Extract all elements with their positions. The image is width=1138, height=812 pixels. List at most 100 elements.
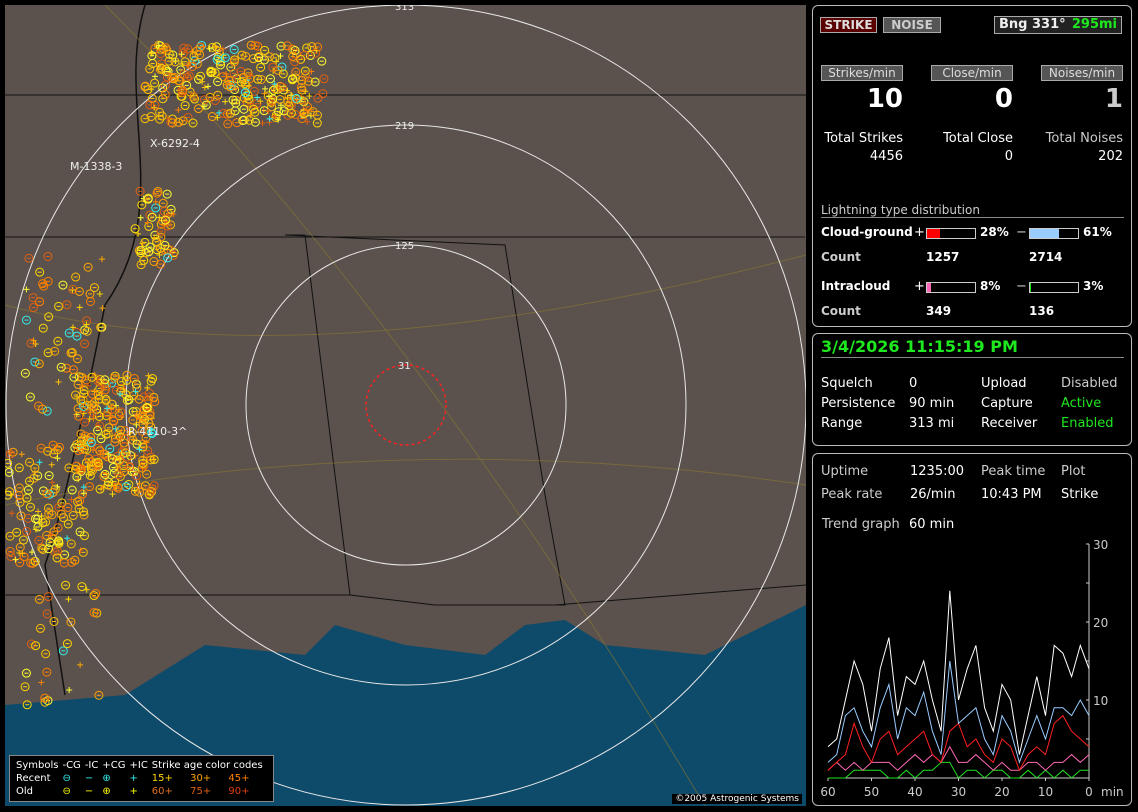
strike-marker — [318, 89, 328, 99]
plot-value[interactable]: Strike — [1061, 487, 1099, 502]
strike-marker — [77, 547, 84, 554]
strike-marker — [153, 186, 163, 196]
strike-marker — [58, 280, 68, 290]
strikes-per-min-button[interactable]: Strikes/min — [821, 65, 903, 81]
strike-marker — [175, 106, 182, 113]
strike-marker — [119, 461, 129, 471]
strike-marker — [229, 68, 239, 78]
strike-marker — [28, 303, 38, 313]
strike-marker — [54, 536, 64, 546]
strike-marker — [78, 507, 88, 517]
strike-marker — [264, 52, 274, 62]
strike-marker — [223, 81, 230, 88]
strike-marker — [24, 476, 34, 486]
strike-marker — [36, 443, 46, 453]
strike-marker — [290, 110, 300, 120]
strike-marker — [265, 74, 275, 84]
strike-marker — [75, 527, 85, 537]
ic-label: Intracloud — [821, 279, 891, 293]
strike-marker — [63, 519, 73, 529]
strike-marker — [30, 357, 40, 367]
strike-marker — [35, 508, 42, 515]
strike-marker — [174, 76, 184, 86]
strike-marker — [273, 65, 283, 75]
strike-marker — [205, 83, 212, 90]
strike-marker — [145, 210, 155, 220]
strike-marker — [8, 447, 18, 457]
strike-marker — [68, 365, 78, 375]
strike-marker — [147, 429, 157, 439]
strike-marker — [152, 198, 159, 205]
strike-marker — [127, 428, 134, 435]
x-axis-label: min — [1101, 785, 1124, 799]
strike-marker — [87, 372, 97, 382]
strike-marker — [172, 57, 179, 64]
strike-marker — [95, 377, 105, 387]
strike-marker — [167, 118, 177, 128]
legend-row-label: Old — [16, 786, 33, 797]
x-tick-label: 60 — [820, 785, 835, 799]
strike-marker — [147, 93, 157, 103]
status-key: Upload — [981, 376, 1027, 391]
strike-marker — [274, 107, 284, 117]
strike-button[interactable]: STRIKE — [820, 17, 877, 33]
strike-marker — [5, 546, 15, 556]
strike-marker — [69, 324, 76, 331]
strike-marker — [284, 101, 294, 111]
storm-label[interactable]: X-6292-4 — [150, 137, 200, 150]
strike-marker — [31, 514, 41, 524]
strike-marker — [48, 461, 55, 468]
strike-marker — [276, 41, 286, 51]
strike-marker — [111, 385, 121, 395]
strike-marker — [145, 487, 155, 497]
strike-marker — [76, 436, 86, 446]
x-tick-label: 10 — [1038, 785, 1053, 799]
close-per-min-button[interactable]: Close/min — [931, 65, 1013, 81]
noise-button[interactable]: NOISE — [883, 17, 941, 33]
strike-marker — [34, 359, 44, 369]
strike-marker — [71, 272, 81, 282]
strike-marker — [134, 394, 144, 404]
strike-marker — [80, 484, 87, 491]
strike-marker — [137, 214, 144, 221]
strike-marker — [178, 48, 188, 58]
strike-marker — [50, 346, 60, 356]
strike-marker — [61, 363, 71, 373]
strike-marker — [150, 230, 160, 240]
strike-marker — [268, 94, 278, 104]
storm-label[interactable]: R-4110-3^ — [128, 425, 188, 438]
minus-icon: − — [84, 773, 94, 784]
legend-header: +IC — [129, 760, 148, 771]
strike-marker — [142, 469, 152, 479]
strike-marker — [66, 539, 76, 549]
strike-marker — [225, 108, 235, 118]
copyright: ©2005 Astrogenic Systems — [672, 794, 802, 804]
noises-per-min-button[interactable]: Noises/min — [1041, 65, 1123, 81]
strike-marker — [100, 375, 110, 385]
storm-label[interactable]: M-1338-3 — [70, 160, 123, 173]
strike-marker — [236, 77, 246, 87]
strike-marker — [182, 80, 192, 90]
strike-marker — [45, 538, 55, 548]
strike-marker — [130, 436, 137, 443]
strike-marker — [38, 513, 45, 520]
strike-marker — [14, 463, 24, 473]
strike-marker — [120, 386, 127, 393]
strike-marker — [250, 107, 260, 117]
strike-marker — [55, 442, 65, 452]
strike-marker — [160, 80, 170, 90]
strike-marker — [114, 470, 124, 480]
trend-series-line — [827, 660, 1090, 765]
strike-marker — [14, 483, 24, 493]
strike-marker — [288, 92, 295, 99]
strike-marker — [192, 59, 202, 69]
strike-marker — [220, 53, 230, 63]
strike-marker — [143, 85, 153, 95]
strike-map[interactable]: 31 125 219 313 X-6292-4 M-1338-3 R-4110-… — [5, 5, 806, 806]
strike-marker — [150, 397, 160, 407]
strike-marker — [79, 384, 86, 391]
trend-graph-value[interactable]: 60 min — [909, 517, 955, 532]
strike-marker — [190, 56, 200, 66]
strike-marker — [135, 186, 145, 196]
trend-series-line — [827, 745, 1090, 771]
